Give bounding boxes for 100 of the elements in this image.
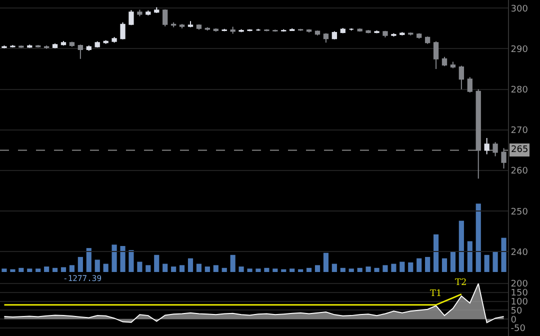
candlestick (290, 28, 295, 32)
candlestick (382, 30, 388, 38)
candlestick (222, 28, 227, 32)
bar (238, 266, 244, 272)
y-tick-label: 300 (510, 4, 528, 14)
bar (171, 266, 176, 272)
candlestick (78, 44, 84, 60)
candlestick (442, 56, 448, 67)
bar (36, 268, 41, 272)
candlestick (230, 26, 236, 34)
candlestick (323, 32, 329, 44)
candlestick (366, 30, 371, 34)
candlestick (340, 28, 346, 34)
bar (290, 268, 295, 272)
bar (314, 265, 320, 272)
candlestick (52, 42, 58, 49)
candlestick (238, 28, 244, 33)
y-tick-label: 280 (510, 85, 528, 96)
candlestick (374, 30, 380, 34)
bar (179, 265, 185, 272)
candlestick (60, 40, 66, 46)
candlestick (416, 32, 422, 40)
bar (94, 260, 100, 272)
bar (433, 234, 439, 272)
candlestick (484, 138, 490, 155)
bar (2, 268, 7, 272)
bar (306, 268, 312, 272)
y-tick-label: 0 (510, 315, 517, 326)
bar (128, 250, 134, 272)
candlestick (391, 32, 396, 38)
bar (86, 248, 92, 272)
candlestick (264, 28, 270, 32)
bar (366, 266, 371, 272)
y-tick-label: 150 (510, 288, 528, 299)
bar (357, 268, 362, 272)
bar (458, 220, 464, 272)
bar (162, 264, 168, 272)
bar (120, 246, 126, 272)
bar (247, 268, 252, 272)
ref-line-label: 265 (511, 145, 528, 155)
annotation: -1277.39 (63, 274, 102, 283)
candlestick (137, 9, 142, 17)
bar (137, 262, 142, 272)
candlestick (2, 44, 7, 49)
candlestick (357, 28, 362, 32)
bar (272, 268, 278, 272)
bar (264, 268, 270, 272)
bar (60, 267, 66, 272)
bar (382, 265, 388, 272)
candlestick (433, 40, 439, 70)
bar (476, 204, 481, 272)
candlestick (467, 76, 472, 94)
annotation: T2 (455, 278, 467, 288)
bar (340, 268, 346, 272)
y-tick-label: 100 (510, 297, 528, 308)
bar (348, 268, 354, 272)
bar (492, 251, 498, 272)
candlestick (306, 28, 312, 33)
bar (323, 252, 329, 272)
candlestick (69, 41, 75, 48)
candlestick (424, 36, 430, 44)
bar (256, 268, 261, 272)
bar (416, 258, 422, 272)
bar (374, 268, 380, 272)
candlestick (332, 30, 338, 40)
bar (450, 251, 456, 272)
bar (154, 254, 160, 272)
candlestick (348, 28, 354, 31)
bar (400, 262, 405, 272)
bar (442, 258, 448, 272)
candlestick (120, 22, 126, 40)
bar (188, 258, 194, 272)
y-tick-label: 50 (510, 306, 523, 316)
candlestick (196, 24, 202, 30)
bar (425, 256, 430, 272)
candlestick (128, 10, 134, 26)
bar (78, 256, 83, 272)
bar (44, 266, 50, 272)
bar (112, 244, 117, 272)
y-tick-label: 240 (510, 248, 528, 258)
y-tick-label: 200 (510, 280, 528, 290)
y-tick-label: 290 (510, 44, 528, 55)
candlestick (154, 6, 160, 14)
bar (196, 264, 202, 272)
bar (230, 254, 236, 272)
candlestick (458, 65, 464, 90)
candlestick (162, 8, 168, 27)
bar (501, 238, 506, 272)
candlestick (86, 44, 92, 52)
candlestick (281, 28, 286, 32)
bar (484, 254, 490, 272)
bar (408, 262, 414, 272)
bar (467, 241, 472, 272)
y-tick-label: 250 (510, 207, 528, 218)
candlestick (44, 44, 50, 50)
y-tick-label: -50 (510, 324, 526, 334)
bar (69, 265, 75, 272)
y-tick-label: 270 (510, 126, 528, 136)
y-tick-label: 260 (510, 166, 528, 177)
bar (146, 265, 151, 272)
